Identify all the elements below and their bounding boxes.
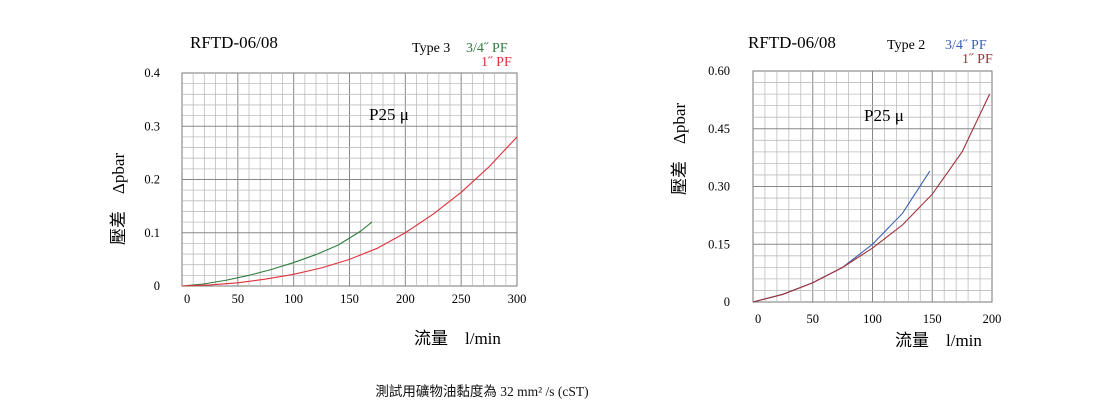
type-label: Type 2 [887,38,925,53]
x-tick-label: 100 [284,292,303,306]
x-tick-label: 200 [396,292,415,306]
y-tick-label: 0.60 [708,64,730,78]
x-tick-label: 150 [340,292,359,306]
legend-entry-1-pf: 1˝ PF [962,52,993,67]
series-lines [181,136,518,287]
x-tick-labels: 0 50 100 150 200 250 300 [184,292,526,306]
y-tick-label: 0 [724,295,730,309]
y-tick-label: 0.3 [144,119,160,133]
x-tick-labels: 0 50 100 150 200 [755,312,1001,326]
chart-left: 0 50 100 150 200 250 300 0 0.1 0.2 0.3 0.4 RFTD-06… [109,33,526,348]
series-line [181,136,518,287]
x-tick-label: 50 [807,312,820,326]
series-line [181,221,373,287]
legend-entry-1-pf: 1˝ PF [481,55,512,70]
grid-lines [182,73,517,286]
series-line [752,170,931,303]
legend-entry-3-4-pf: 3/4˝ PF [945,38,987,53]
legend-entry-3-4-pf: 3/4˝ PF [466,41,508,56]
chart-title: RFTD-06/08 [190,33,278,52]
y-tick-label: 0.45 [708,122,730,136]
chart-title: RFTD-06/08 [748,33,836,52]
y-tick-label: 0 [154,279,160,293]
grid-lines [753,71,992,302]
x-tick-label: 150 [923,312,942,326]
x-axis-label: 流量 l/min [895,331,982,350]
y-axis-label: 壓差 Δpbar [670,103,689,195]
y-tick-label: 0.2 [144,173,160,187]
y-tick-label: 0.4 [144,66,160,80]
annotation-label: P25 μ [864,106,904,125]
x-tick-label: 200 [983,312,1002,326]
footnote: 測試用礦物油黏度為 32 mm² /s (cST) [375,384,589,399]
x-tick-label: 0 [184,292,190,306]
y-tick-label: 0.15 [708,237,730,251]
x-tick-label: 0 [755,312,761,326]
chart-right: 0 50 100 150 200 0 0.15 0.30 0.45 0.60 RFTD-06/0… [670,33,1001,350]
series-line [752,93,991,303]
x-tick-label: 300 [508,292,527,306]
x-tick-label: 250 [452,292,471,306]
y-tick-label: 0.1 [144,226,160,240]
x-tick-label: 100 [863,312,882,326]
x-axis-label: 流量 l/min [414,329,501,348]
y-tick-labels: 0 0.15 0.30 0.45 0.60 [708,64,730,309]
y-tick-label: 0.30 [708,180,730,194]
type-label: Type 3 [412,41,450,56]
y-axis-label: 壓差 Δpbar [109,153,128,245]
x-tick-label: 50 [232,292,245,306]
y-tick-labels: 0 0.1 0.2 0.3 0.4 [144,66,160,293]
annotation-label: P25 μ [369,105,409,124]
series-lines [752,93,991,303]
